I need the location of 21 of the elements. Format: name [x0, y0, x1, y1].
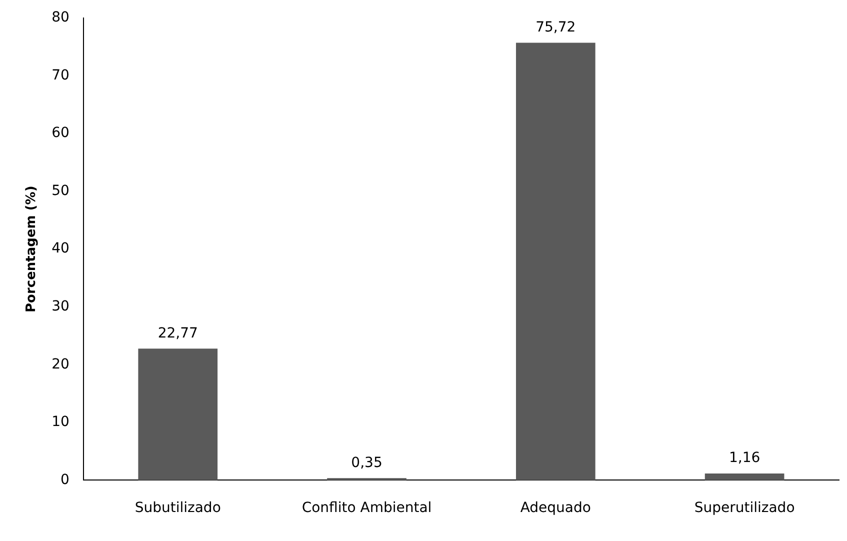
bar	[704, 474, 784, 480]
y-tick-label: 10	[52, 414, 70, 430]
y-axis-title: Porcentagem (%)	[24, 186, 40, 312]
y-tick-label: 50	[52, 182, 70, 199]
x-tick-label: Superutilizado	[694, 500, 795, 516]
data-label: 22,77	[158, 325, 198, 342]
y-tick-label: 0	[60, 472, 70, 488]
x-tick-label: Adequado	[520, 500, 591, 516]
data-label: 1,16	[728, 450, 760, 466]
data-label: 0,35	[351, 454, 382, 471]
y-tick-label: 30	[52, 298, 70, 315]
x-tick-label: Conflito Ambiental	[302, 500, 432, 516]
y-tick-label: 40	[52, 240, 70, 257]
x-tick-label: Subutilizado	[134, 500, 221, 516]
bar	[516, 42, 596, 480]
data-label: 75,72	[536, 19, 576, 36]
bar	[138, 348, 218, 480]
y-tick-label: 80	[52, 10, 70, 26]
y-tick-label: 70	[52, 67, 70, 84]
y-tick-label: 60	[52, 125, 70, 142]
y-tick-label: 20	[52, 356, 70, 372]
